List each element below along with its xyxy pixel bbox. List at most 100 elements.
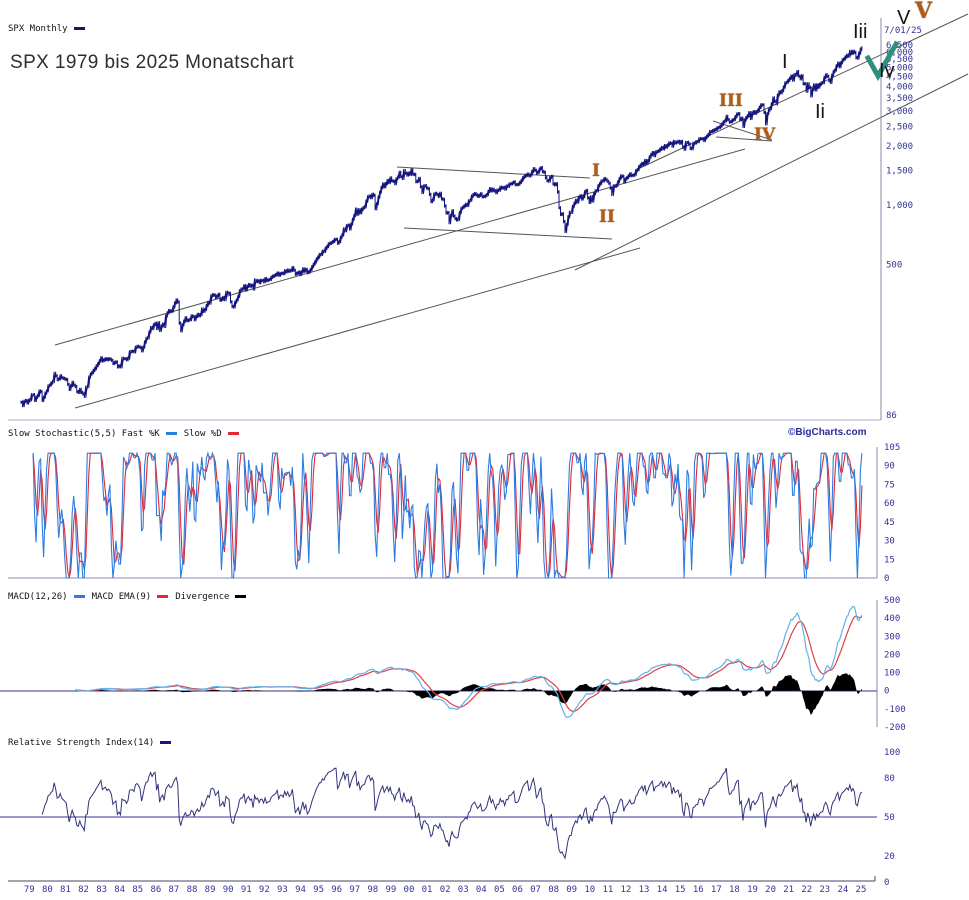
axis-tick-label: 97	[349, 885, 360, 895]
axis-tick-label: 15	[884, 555, 895, 565]
axis-tick-label: 20	[884, 852, 895, 862]
axis-tick-label: 6,500	[886, 41, 913, 51]
axis-tick-label: 98	[367, 885, 378, 895]
axis-tick-label: 0	[884, 687, 889, 697]
axis-tick-label: 500	[886, 260, 902, 270]
axis-tick-label: 1,500	[886, 166, 913, 176]
axis-tick-label: 500	[884, 596, 900, 606]
axis-tick-label: 19	[747, 885, 758, 895]
symbol-legend: SPX Monthly	[8, 24, 92, 34]
axis-tick-label: 09	[566, 885, 577, 895]
macd-divergence-area	[75, 673, 862, 715]
axis-tick-label: 200	[884, 650, 900, 660]
macd-ema-label: MACD EMA(9)	[91, 592, 152, 602]
wave-label-iii: III	[719, 91, 743, 111]
axis-tick-label: 86	[886, 411, 897, 421]
axis-tick-label: 5,500	[886, 55, 913, 65]
axis-tick-label: 100	[884, 748, 900, 758]
wave-label-v: V	[915, 0, 933, 24]
axis-tick-label: 22	[801, 885, 812, 895]
macd-series	[75, 605, 863, 719]
axis-tick-label: 50	[884, 813, 895, 823]
trendline	[715, 136, 773, 142]
stochastic-k-label: Slow Stochastic(5,5) Fast %K	[8, 429, 160, 439]
rsi-swatch	[160, 741, 172, 744]
wave-label-iii: Iii	[853, 21, 868, 43]
axis-tick-label: 2,000	[886, 142, 913, 152]
trendline	[403, 227, 613, 240]
page-title: SPX 1979 bis 2025 Monatschart	[10, 52, 295, 73]
axis-tick-label: 60	[884, 499, 895, 509]
axis-tick-label: 11	[602, 885, 613, 895]
stochastic-k-series	[32, 451, 863, 580]
axis-tick-label: 05	[494, 885, 505, 895]
axis-tick-label: 85	[132, 885, 143, 895]
axis-tick-label: 81	[60, 885, 71, 895]
price-series-swatch	[73, 27, 85, 30]
axis-tick-label: 80	[42, 885, 53, 895]
axis-tick-label: 89	[205, 885, 216, 895]
axis-tick-label: 300	[884, 632, 900, 642]
macd-ema-swatch	[157, 595, 169, 598]
stochastic-d-swatch	[227, 432, 239, 435]
macd-divergence-swatch	[235, 595, 247, 598]
rsi-series	[41, 767, 863, 860]
axis-tick-label: 25	[856, 885, 867, 895]
stochastic-d-label: Slow %D	[183, 429, 222, 439]
axis-tick-label: -100	[884, 705, 906, 715]
axis-tick-label: 3,000	[886, 107, 913, 117]
axis-tick-label: 12	[621, 885, 632, 895]
axis-tick-label: 400	[884, 614, 900, 624]
axis-tick-label: 80	[884, 774, 895, 784]
axis-tick-label: 0	[884, 574, 889, 584]
axis-tick-label: 01	[422, 885, 433, 895]
axis-tick-label: -200	[884, 723, 906, 733]
axis-tick-label: 16	[693, 885, 704, 895]
axis-tick-label: 14	[657, 885, 668, 895]
last-date-label: 7/01/25	[884, 26, 922, 36]
axis-tick-label: 96	[331, 885, 342, 895]
axis-tick-label: 23	[819, 885, 830, 895]
macd-legend: MACD(12,26) MACD EMA(9) Divergence	[8, 592, 253, 602]
axis-tick-label: 07	[530, 885, 541, 895]
axis-tick-label: 75	[884, 480, 895, 490]
axis-tick-label: 2,500	[886, 123, 913, 133]
axis-tick-label: 83	[96, 885, 107, 895]
stochastic-k-swatch	[165, 432, 177, 435]
axis-tick-label: 02	[440, 885, 451, 895]
wave-label-iv: Iv	[879, 60, 895, 82]
axis-tick-label: 93	[277, 885, 288, 895]
rsi-legend: Relative Strength Index(14)	[8, 738, 178, 748]
axis-tick-label: 88	[187, 885, 198, 895]
axis-tick-label: 3,500	[886, 94, 913, 104]
macd-line-label: MACD(12,26)	[8, 592, 68, 602]
axis-tick-label: 99	[385, 885, 396, 895]
axis-tick-label: 100	[884, 669, 900, 679]
axis-tick-label: 30	[884, 537, 895, 547]
axis-tick-label: 91	[241, 885, 252, 895]
wave-label-v: V	[897, 7, 911, 29]
stochastic-legend: Slow Stochastic(5,5) Fast %K Slow %D	[8, 429, 246, 439]
axis-tick-label: 00	[404, 885, 415, 895]
axis-tick-label: 4,500	[886, 72, 913, 82]
axis-tick-label: 20	[765, 885, 776, 895]
axis-tick-label: 95	[313, 885, 324, 895]
rsi-label: Relative Strength Index(14)	[8, 738, 155, 748]
axis-tick-label: 90	[884, 462, 895, 472]
trendline	[74, 247, 641, 409]
axis-tick-label: 87	[169, 885, 180, 895]
wave-label-i: I	[592, 161, 600, 181]
trendline	[574, 73, 969, 271]
axis-tick-label: 17	[711, 885, 722, 895]
checkmark-icon	[864, 40, 900, 82]
price-series	[20, 46, 863, 408]
bigcharts-copyright: ©BigCharts.com	[788, 427, 867, 438]
macd-line-swatch	[73, 595, 85, 598]
axis-tick-label: 45	[884, 518, 895, 528]
axis-tick-label: 06	[512, 885, 523, 895]
axis-tick-label: 03	[458, 885, 469, 895]
axis-tick-label: 15	[675, 885, 686, 895]
axis-tick-label: 92	[259, 885, 270, 895]
axis-tick-label: 86	[150, 885, 161, 895]
